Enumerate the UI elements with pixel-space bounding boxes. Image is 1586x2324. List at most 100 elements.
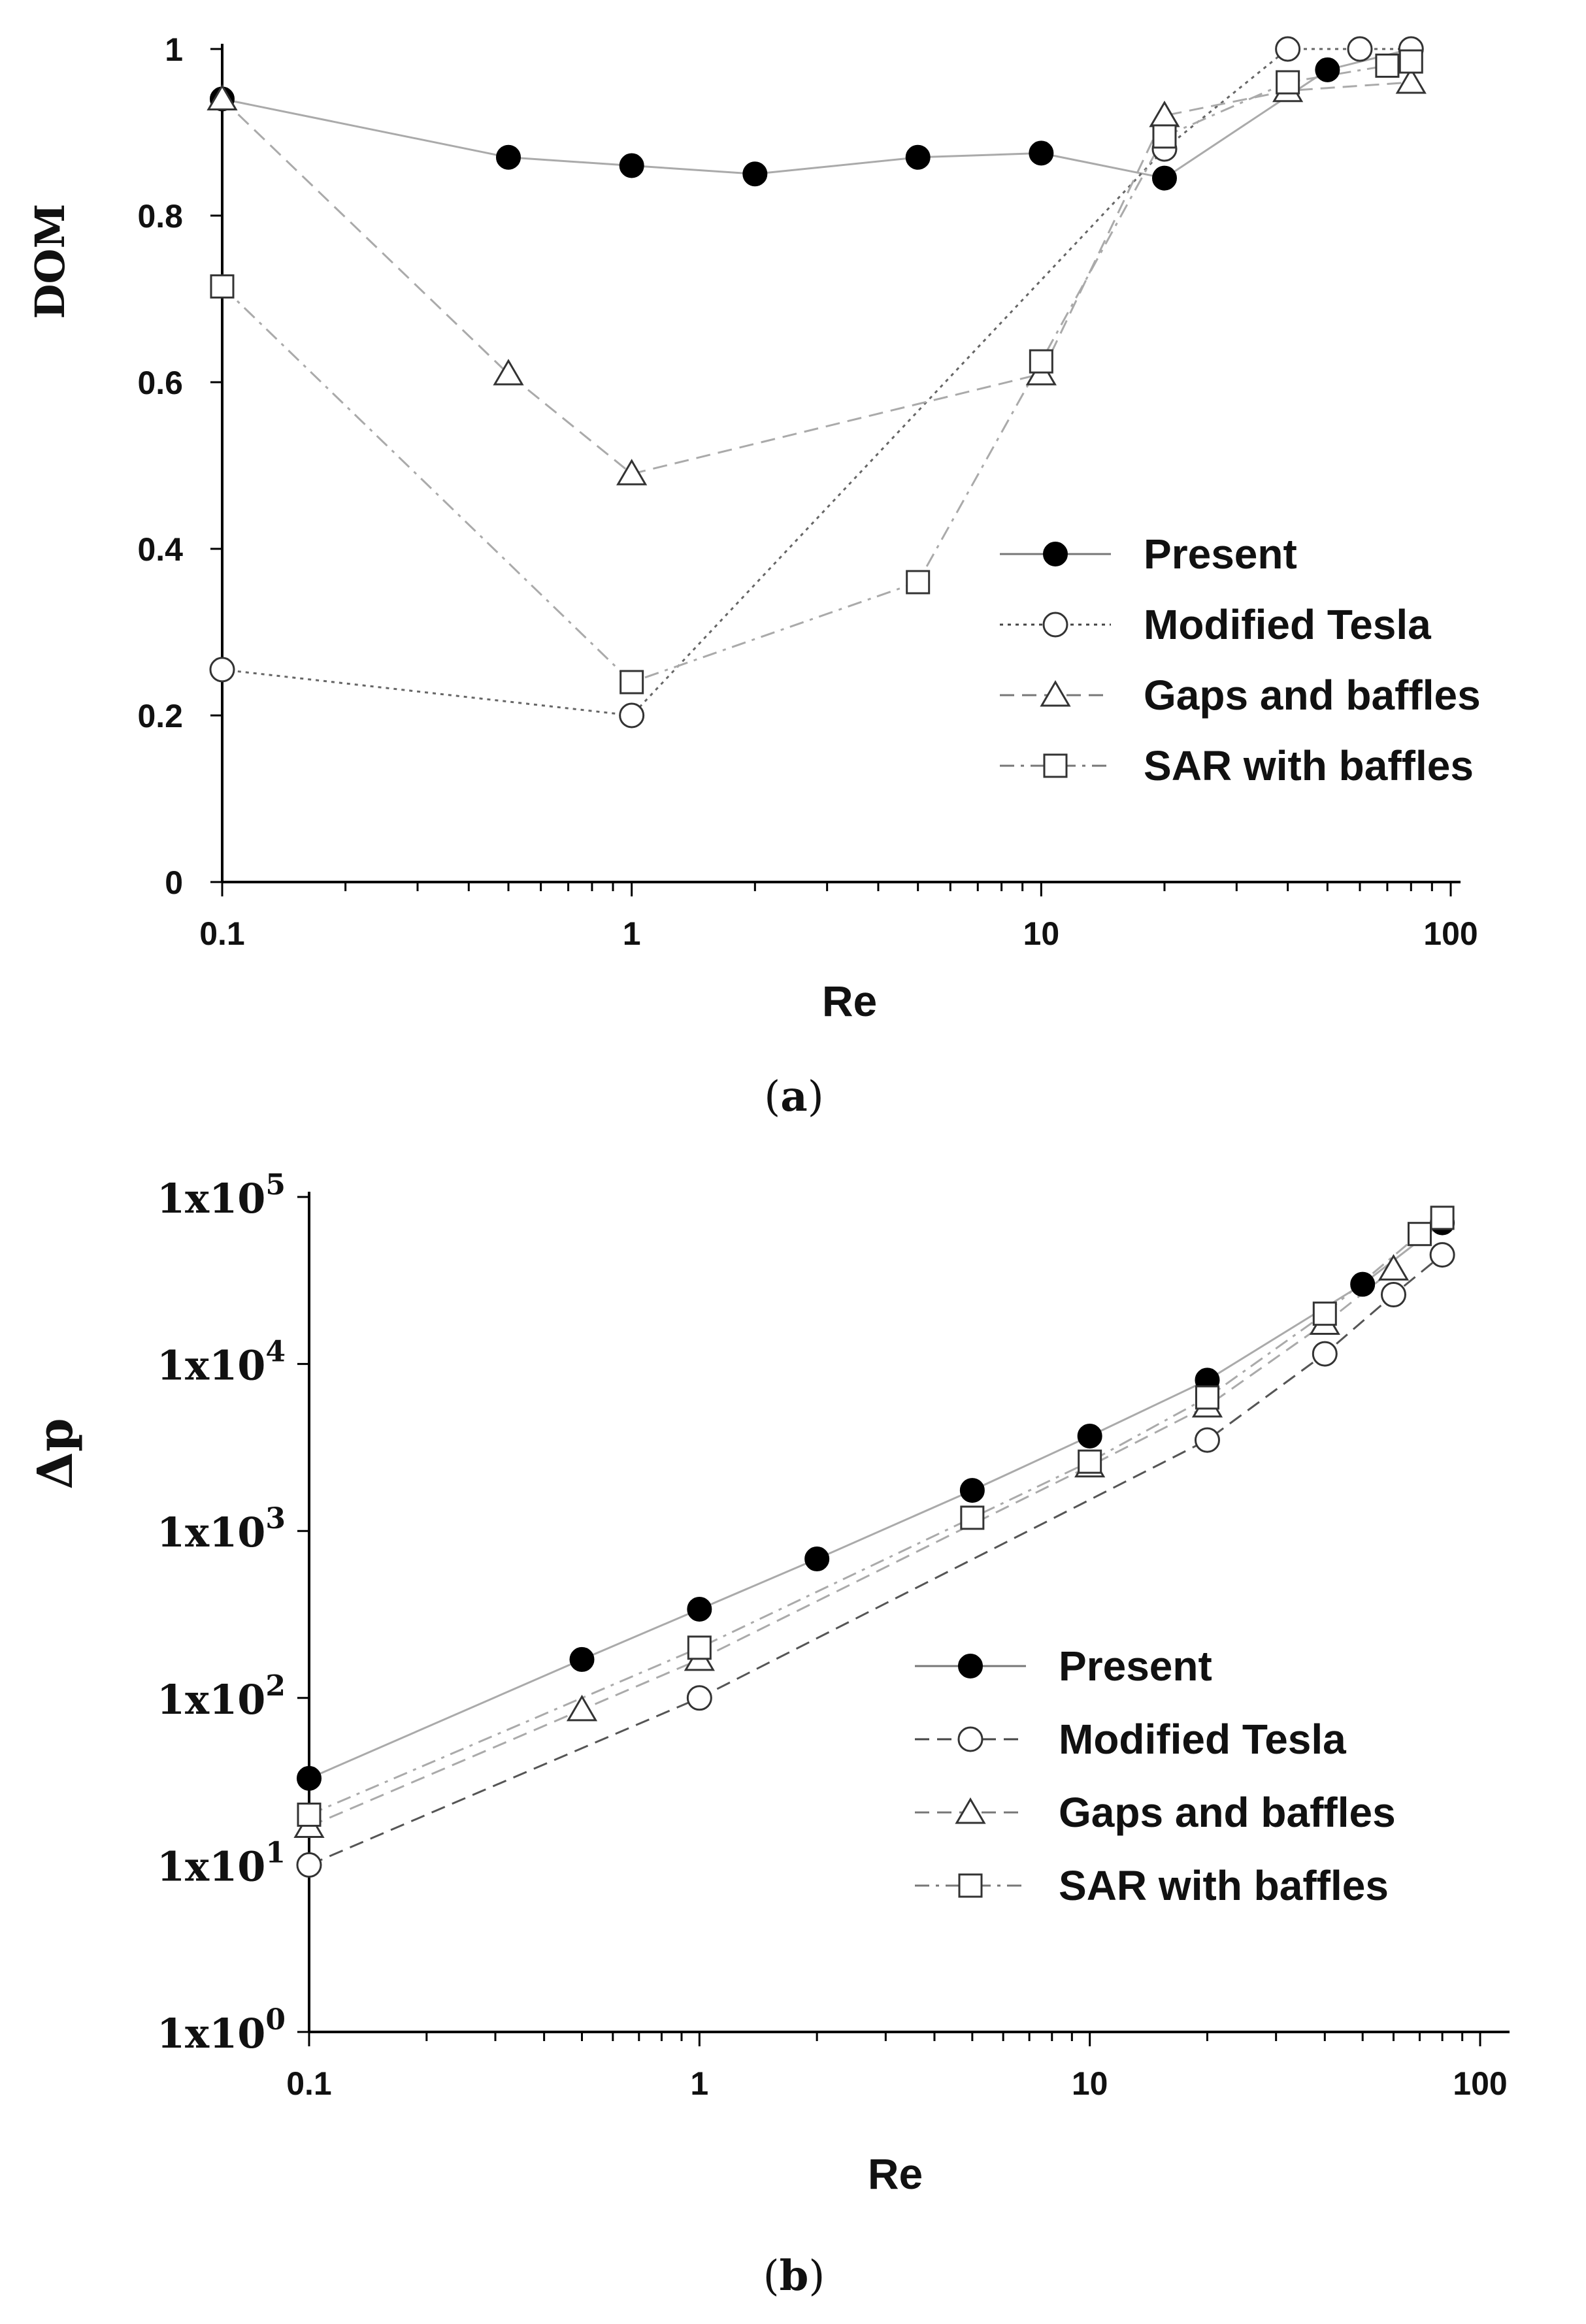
y-tick-exponent: 2	[265, 1669, 286, 1703]
data-point-series-1	[1380, 1282, 1406, 1308]
data-point-series-2	[493, 359, 524, 385]
series-line-1	[308, 1254, 1444, 1866]
data-point-series-0	[905, 144, 931, 170]
data-point-series-3	[1152, 124, 1177, 149]
data-point-series-0	[1315, 57, 1340, 82]
data-point-series-1	[296, 1852, 322, 1878]
y-tick-label: 0.4	[137, 531, 183, 568]
y-tick-exponent: 3	[265, 1502, 286, 1535]
legend-marker-3	[1043, 753, 1068, 778]
y-tick-label: 1x105	[157, 1168, 286, 1222]
data-point-series-3	[1078, 1449, 1102, 1474]
legend-label-0: Present	[1144, 531, 1297, 578]
legend-marker-2	[955, 1797, 986, 1824]
caption-close-paren: )	[808, 2252, 825, 2300]
legend-marker-3	[958, 1873, 983, 1898]
data-point-series-0	[1077, 1423, 1102, 1448]
y-axis-label: Δp	[27, 1418, 84, 1489]
data-point-series-1	[1275, 36, 1301, 62]
data-point-series-0	[687, 1596, 712, 1622]
caption-open-paren: (	[763, 2252, 780, 2300]
chart-panel-b: 0.1 1 10 1001x1001x1011x1021x1031x1041x105R…	[27, 1168, 1510, 2300]
y-tick-base: 1x10	[157, 1175, 265, 1222]
data-point-series-2	[1395, 67, 1427, 94]
y-tick-exponent: 5	[265, 1168, 286, 1202]
series-line-3	[308, 1217, 1443, 1816]
x-tick-label: 10	[1072, 2065, 1108, 2102]
series-line-2	[221, 81, 1412, 475]
y-tick-label: 1x103	[157, 1502, 286, 1556]
data-point-series-1	[1429, 1242, 1455, 1268]
caption-open-paren: (	[764, 1073, 780, 1121]
legend-label-1: Modified Tesla	[1059, 1716, 1346, 1763]
y-tick-base: 1x10	[157, 1676, 265, 1724]
y-tick-base: 1x10	[157, 1842, 265, 1890]
y-tick-exponent: 0	[265, 2003, 286, 2037]
series-line-0	[308, 1222, 1444, 1780]
data-point-series-1	[209, 657, 235, 683]
data-point-series-0	[804, 1547, 830, 1572]
x-tick-label: 0.1	[286, 2065, 332, 2102]
data-point-series-0	[1029, 140, 1054, 166]
data-point-series-0	[569, 1646, 595, 1672]
y-tick-label: 1x101	[157, 1836, 286, 1890]
data-point-series-1	[686, 1685, 712, 1711]
data-point-series-1	[1194, 1427, 1220, 1453]
legend-label-0: Present	[1059, 1643, 1212, 1690]
legend-label-1: Modified Tesla	[1144, 601, 1431, 648]
y-tick-exponent: 4	[265, 1335, 286, 1369]
panel-caption: (b)	[763, 2251, 825, 2300]
series-line-3	[221, 60, 1412, 683]
legend-label-2: Gaps and baffles	[1144, 672, 1481, 719]
y-tick-label: 0.2	[137, 698, 183, 734]
y-tick-label: 1	[165, 31, 183, 68]
data-point-series-0	[619, 153, 644, 178]
y-tick-exponent: 1	[265, 1836, 286, 1869]
data-point-series-1	[1347, 36, 1373, 62]
caption-letter: a	[780, 1072, 807, 1121]
data-point-series-0	[297, 1765, 322, 1791]
x-tick-label: 100	[1453, 2065, 1507, 2102]
chart-panel-a: 0.1 1 10 100 0 0.2 0.4 0.6 0.8 1 Re DOM Present Modif…	[26, 31, 1481, 1121]
data-point-series-3	[210, 274, 235, 299]
caption-letter: b	[780, 2251, 809, 2300]
y-tick-base: 1x10	[157, 1342, 265, 1390]
legend-marker-1	[957, 1726, 983, 1752]
data-point-series-1	[1312, 1341, 1338, 1367]
x-tick-label: 1	[623, 915, 641, 952]
data-point-series-3	[1398, 49, 1423, 74]
data-point-series-3	[297, 1802, 322, 1827]
data-point-series-3	[1375, 54, 1400, 78]
y-tick-label: 1x104	[157, 1335, 286, 1390]
y-tick-label: 0.8	[137, 198, 183, 235]
data-point-series-2	[616, 459, 648, 485]
legend-label-3: SAR with baffles	[1144, 742, 1474, 789]
data-point-series-3	[687, 1635, 712, 1660]
data-point-series-3	[1195, 1385, 1219, 1410]
legend-marker-0	[1043, 542, 1068, 566]
data-point-series-3	[620, 670, 644, 695]
series-line-0	[222, 48, 1412, 180]
x-axis-label: Re	[822, 977, 877, 1025]
data-point-series-3	[1407, 1222, 1432, 1247]
y-axis-label: DOM	[26, 204, 74, 319]
data-point-series-2	[207, 84, 238, 110]
x-tick-label: 0.1	[199, 915, 245, 952]
legend-marker-0	[958, 1654, 983, 1678]
y-tick-label: 0	[165, 864, 183, 901]
x-axis-label: Re	[868, 2150, 923, 2198]
data-point-series-3	[1312, 1301, 1337, 1326]
data-point-series-0	[1350, 1271, 1376, 1297]
data-point-series-3	[1029, 349, 1053, 374]
y-tick-base: 1x10	[157, 1509, 265, 1556]
data-point-series-0	[742, 161, 768, 187]
x-tick-label: 100	[1423, 915, 1478, 952]
data-point-series-0	[959, 1478, 985, 1503]
data-point-series-1	[619, 702, 645, 728]
caption-close-paren: )	[808, 1073, 824, 1121]
x-tick-label: 10	[1023, 915, 1060, 952]
data-point-series-3	[1430, 1205, 1455, 1230]
y-tick-label: 1x100	[157, 2003, 286, 2057]
data-point-series-3	[1276, 70, 1300, 95]
